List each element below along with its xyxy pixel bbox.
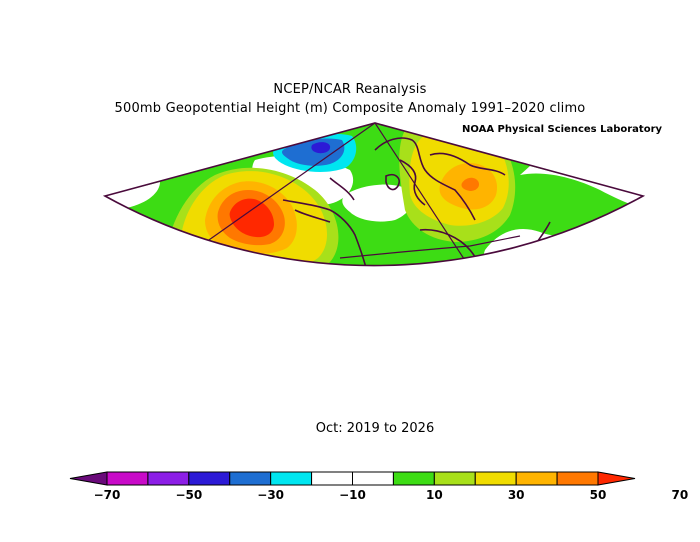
colorbar-bin — [515, 471, 558, 486]
near-zero-region-canada — [342, 184, 414, 222]
map-frame — [102, 122, 646, 267]
page-title: NCEP/NCAR Reanalysis — [273, 82, 427, 97]
colorbar-bin — [311, 471, 354, 486]
colorbar-bin — [433, 471, 476, 486]
colorbar-bin — [106, 471, 149, 486]
colorbar-tick-label: 50 — [590, 488, 607, 502]
colorbar-tick-label: −10 — [339, 488, 366, 502]
colorbar-bin — [474, 471, 517, 486]
colorbar-bin — [556, 471, 599, 486]
colorbar-tick-label: 70 — [671, 488, 688, 502]
colorbar-bin — [392, 471, 435, 486]
credit-label: NOAA Physical Sciences Laboratory — [462, 124, 663, 135]
colorbar-bin — [352, 471, 394, 486]
colorbar-tick-label: 10 — [426, 488, 443, 502]
colorbar-bin — [229, 471, 272, 486]
colorbar-max-triangle — [597, 471, 636, 486]
colorbar-tick-label: −30 — [257, 488, 284, 502]
colorbar-bin — [147, 471, 190, 486]
meridian-line — [374, 123, 526, 266]
colorbar-min-triangle — [69, 471, 108, 486]
colorbar-tick-label: −70 — [94, 488, 121, 502]
negative-anomaly-indigo — [311, 142, 331, 154]
colorbar-bin — [270, 471, 313, 486]
colorbar-tick-label: 30 — [508, 488, 525, 502]
positive-anomaly-70 — [229, 198, 274, 238]
colorbar-bin — [188, 471, 231, 486]
positive-anomaly-canada-60 — [461, 177, 480, 191]
parallel-line — [339, 235, 521, 259]
period-label: Oct: 2019 to 2026 — [315, 421, 435, 436]
page-subtitle: 500mb Geopotential Height (m) Composite … — [114, 101, 586, 116]
colorbar-tick-label: −50 — [175, 488, 202, 502]
